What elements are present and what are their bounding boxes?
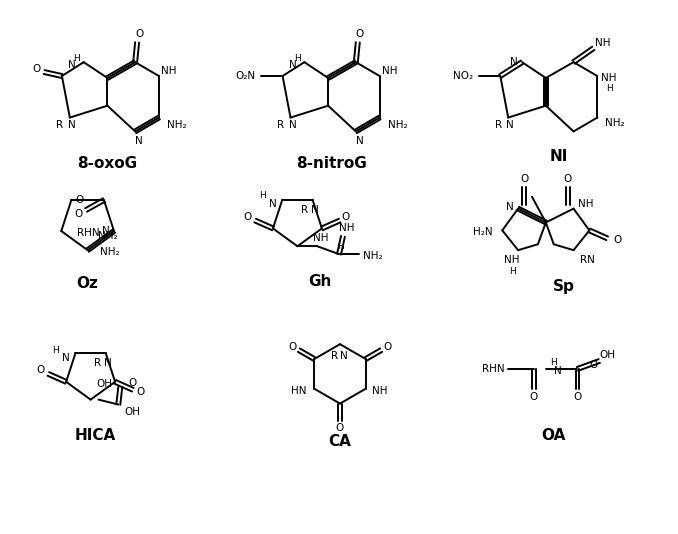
Text: NI: NI [549,148,568,163]
Text: HN: HN [291,386,306,396]
Text: N: N [289,121,296,130]
Text: NH₂: NH₂ [605,117,625,128]
Text: O: O [520,174,528,184]
Text: O: O [530,391,538,402]
Text: N: N [68,121,76,130]
Text: OA: OA [542,428,566,443]
Text: O: O [137,387,145,397]
Text: N: N [506,202,514,211]
Text: O: O [336,423,344,433]
Text: H: H [259,191,266,200]
Text: O: O [356,29,364,40]
Text: 8-oxoG: 8-oxoG [77,155,138,170]
Text: N: N [102,226,110,236]
Text: O: O [243,211,252,222]
Text: O: O [574,391,582,402]
Text: NH: NH [161,66,176,76]
Text: O: O [32,64,40,74]
Text: HICA: HICA [75,428,116,443]
Text: R: R [332,351,338,361]
Text: H₂N: H₂N [473,227,492,238]
Text: H: H [338,242,344,251]
Text: O: O [342,211,350,222]
Text: O: O [75,195,83,205]
Text: N: N [268,199,277,209]
Text: N: N [511,57,518,67]
Text: H: H [605,84,612,93]
Text: N: N [289,60,296,70]
Text: N: N [135,136,143,146]
Text: NH₂: NH₂ [98,231,117,241]
Text: O: O [563,174,572,184]
Text: O: O [128,378,136,388]
Text: O: O [589,360,597,370]
Text: NH: NH [578,199,593,209]
Text: O: O [74,209,82,219]
Text: NH₂: NH₂ [167,121,186,130]
Text: RHN: RHN [481,364,504,374]
Text: N: N [356,136,363,146]
Text: R: R [94,358,102,368]
Text: O: O [613,235,621,245]
Text: N: N [62,353,69,363]
Text: O: O [135,29,143,40]
Text: N: N [554,366,561,376]
Text: 8-nitroG: 8-nitroG [296,155,366,170]
Text: CA: CA [329,434,351,449]
Text: R: R [277,121,284,130]
Text: O: O [383,342,391,352]
Text: OH: OH [96,379,113,389]
Text: O: O [289,342,297,352]
Text: R: R [56,121,64,130]
Text: R: R [495,121,502,130]
Text: H: H [52,345,59,355]
Text: O₂N: O₂N [235,71,255,81]
Text: N: N [311,205,319,215]
Text: NH: NH [382,66,397,76]
Text: R: R [301,205,308,215]
Text: NH₂: NH₂ [388,121,407,130]
Text: H: H [508,268,515,277]
Text: H: H [551,358,557,367]
Text: NH: NH [339,223,355,233]
Text: N: N [104,358,112,368]
Text: NH: NH [313,233,329,244]
Text: O: O [37,365,45,375]
Text: OH: OH [124,407,140,418]
Text: NO₂: NO₂ [453,71,473,81]
Text: NH: NH [595,38,611,49]
Text: N: N [506,121,514,130]
Text: NH₂: NH₂ [363,251,382,261]
Text: RHN: RHN [77,228,100,238]
Text: NH: NH [372,386,387,396]
Text: H: H [294,54,301,62]
Text: N: N [68,60,76,70]
Text: NH₂: NH₂ [100,247,119,257]
Text: NH: NH [504,255,520,265]
Text: Sp: Sp [553,279,574,294]
Text: Gh: Gh [308,274,332,289]
Text: OH: OH [599,350,615,360]
Text: NH: NH [601,73,617,83]
Text: H: H [73,54,80,62]
Text: N: N [340,351,348,361]
Text: Oz: Oz [77,276,98,292]
Text: RN: RN [580,255,595,265]
